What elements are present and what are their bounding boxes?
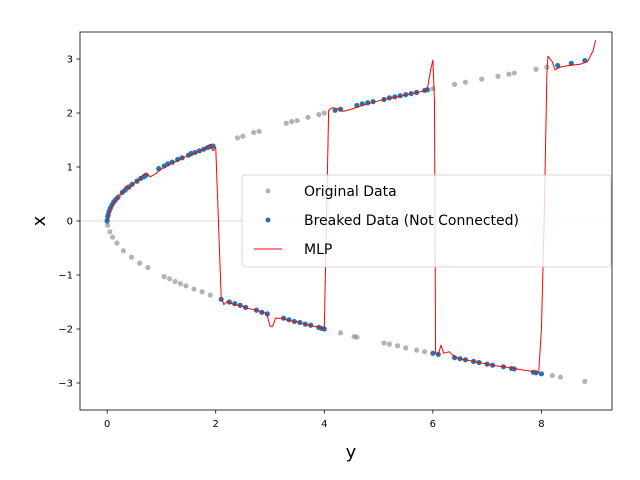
y-tick-label: 1	[67, 163, 73, 174]
original-data-point	[256, 128, 262, 134]
original-data-point	[240, 133, 246, 139]
original-data-point	[354, 334, 360, 340]
original-data-point	[316, 112, 322, 118]
y-tick-label: −2	[58, 325, 73, 336]
original-data-point	[251, 129, 257, 136]
breaked-data-point	[533, 370, 539, 376]
original-data-point	[161, 274, 167, 280]
original-data-point	[549, 372, 555, 379]
original-data-point	[386, 341, 393, 347]
legend-label-breaked: Breaked Data (Not Connected)	[304, 213, 519, 229]
original-data-point	[294, 117, 300, 124]
breaked-data-point	[129, 181, 135, 187]
original-data-point	[495, 73, 501, 79]
original-data-point	[462, 79, 469, 85]
x-tick-label: 8	[538, 419, 544, 430]
original-data-point	[234, 135, 241, 141]
original-data-point	[105, 222, 111, 228]
original-data-point	[403, 345, 409, 351]
legend: Original Data Breaked Data (Not Connecte…	[241, 174, 612, 268]
original-data-point	[120, 248, 127, 254]
mlp-line	[106, 39, 597, 373]
original-data-point	[172, 278, 178, 285]
breaked-data-point	[538, 371, 545, 377]
original-data-point	[137, 260, 143, 266]
x-tick-label: 0	[104, 419, 110, 430]
original-data-point	[533, 66, 539, 72]
original-data-point	[506, 71, 512, 77]
series-layer	[104, 39, 597, 384]
original-data-point	[207, 292, 213, 298]
x-tick-label: 6	[430, 419, 436, 430]
x-tick-label: 4	[321, 419, 327, 430]
original-data-point	[283, 120, 289, 126]
y-tick-label: −1	[58, 271, 73, 282]
original-data-point	[114, 240, 120, 246]
original-data-point	[413, 347, 420, 353]
original-data-point	[451, 81, 458, 87]
breaked-data-point	[555, 62, 561, 69]
x-tick-label: 2	[213, 419, 219, 430]
breaked-data-point	[332, 107, 338, 113]
original-data-point	[289, 119, 295, 125]
original-data-point	[394, 343, 401, 349]
x-axis-label: y	[346, 442, 357, 463]
original-data-point	[557, 374, 564, 380]
y-tick-label: 0	[67, 217, 73, 228]
legend-marker-original	[265, 188, 271, 194]
original-data-point	[511, 70, 517, 76]
original-data-point	[128, 254, 135, 260]
y-tick-label: 3	[67, 55, 73, 66]
original-data-point	[321, 110, 327, 116]
legend-label-mlp: MLP	[304, 242, 332, 258]
legend-label-original: Original Data	[304, 184, 397, 200]
original-data-point	[305, 114, 311, 120]
original-data-point	[199, 289, 205, 295]
original-data-point	[145, 264, 151, 271]
original-data-point	[479, 76, 485, 82]
breaked-data-point	[264, 311, 270, 317]
ticks-layer: 0 2 4 6 8 −3 −2 −1 0 1 2 3	[58, 55, 544, 431]
original-data-point	[430, 86, 436, 92]
original-data-point	[422, 349, 428, 355]
original-data-point	[191, 286, 197, 292]
original-data-point	[109, 234, 116, 240]
breaked-data-point	[430, 350, 436, 356]
y-tick-label: −3	[58, 379, 73, 390]
y-axis-label: x	[29, 215, 50, 226]
original-data-point	[107, 229, 113, 235]
legend-box	[241, 174, 612, 268]
breaked-data-point	[424, 87, 431, 93]
original-data-point	[177, 281, 184, 287]
legend-marker-breaked	[265, 217, 271, 223]
original-data-point	[166, 276, 173, 282]
original-data-point	[582, 378, 588, 384]
original-data-point	[381, 340, 387, 346]
y-tick-label: 2	[67, 109, 73, 120]
original-data-point	[183, 283, 189, 289]
original-data-point	[337, 330, 344, 336]
